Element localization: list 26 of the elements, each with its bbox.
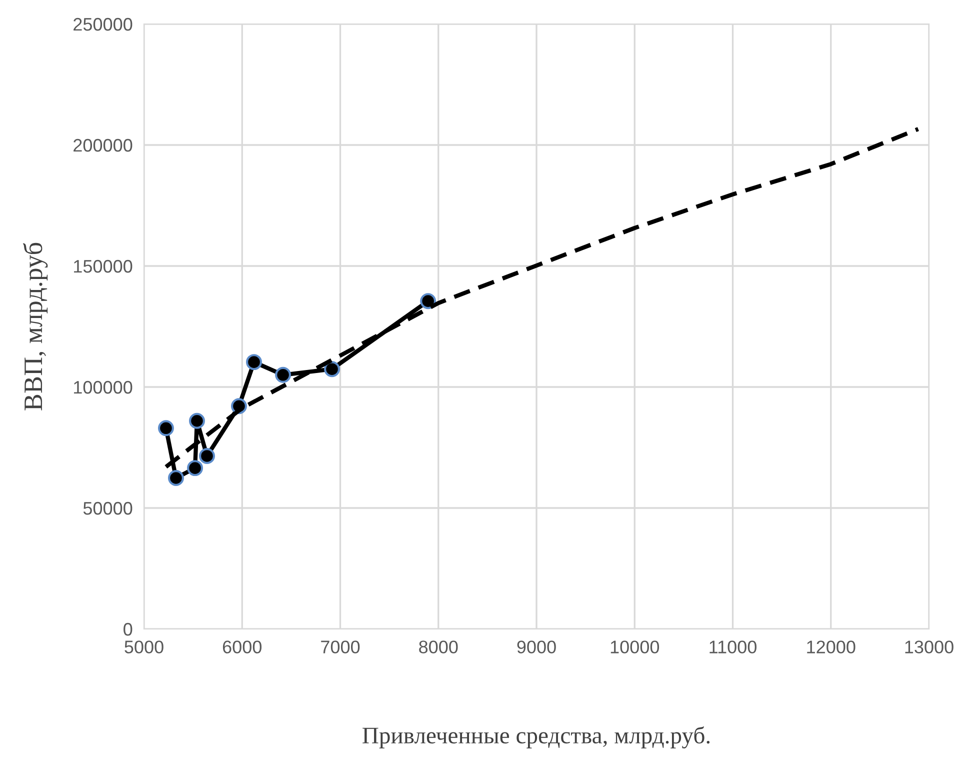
y-tick-label: 150000 bbox=[74, 260, 132, 273]
point bbox=[275, 366, 292, 383]
y-tick-label: 0 bbox=[124, 622, 132, 636]
point bbox=[246, 354, 262, 370]
y-tick-label: 100000 bbox=[74, 380, 132, 394]
y-tick-label: 50000 bbox=[83, 502, 132, 515]
x-tick-label: 7000 bbox=[321, 640, 360, 654]
point bbox=[420, 293, 436, 310]
x-axis-title: Привлеченные средства, млрд.руб. bbox=[362, 726, 710, 748]
x-tick-label: 13000 bbox=[905, 640, 954, 654]
point bbox=[158, 420, 174, 436]
x-tick-label: 12000 bbox=[807, 640, 856, 654]
x-tick-label: 10000 bbox=[610, 640, 660, 654]
point bbox=[324, 361, 340, 378]
y-axis-title: ВВП, млрд.руб bbox=[23, 242, 48, 410]
point bbox=[187, 460, 204, 476]
x-tick-label: 8000 bbox=[419, 640, 458, 654]
point bbox=[199, 448, 215, 464]
x-tick-label: 5000 bbox=[124, 640, 164, 654]
x-tick-label: 6000 bbox=[222, 640, 262, 654]
point bbox=[168, 470, 184, 486]
y-tick-label: 250000 bbox=[74, 18, 132, 31]
x-tick-label: 9000 bbox=[517, 640, 556, 654]
point bbox=[189, 412, 205, 429]
x-tick-label: 11000 bbox=[710, 640, 756, 654]
y-tick-label: 200000 bbox=[74, 138, 132, 152]
